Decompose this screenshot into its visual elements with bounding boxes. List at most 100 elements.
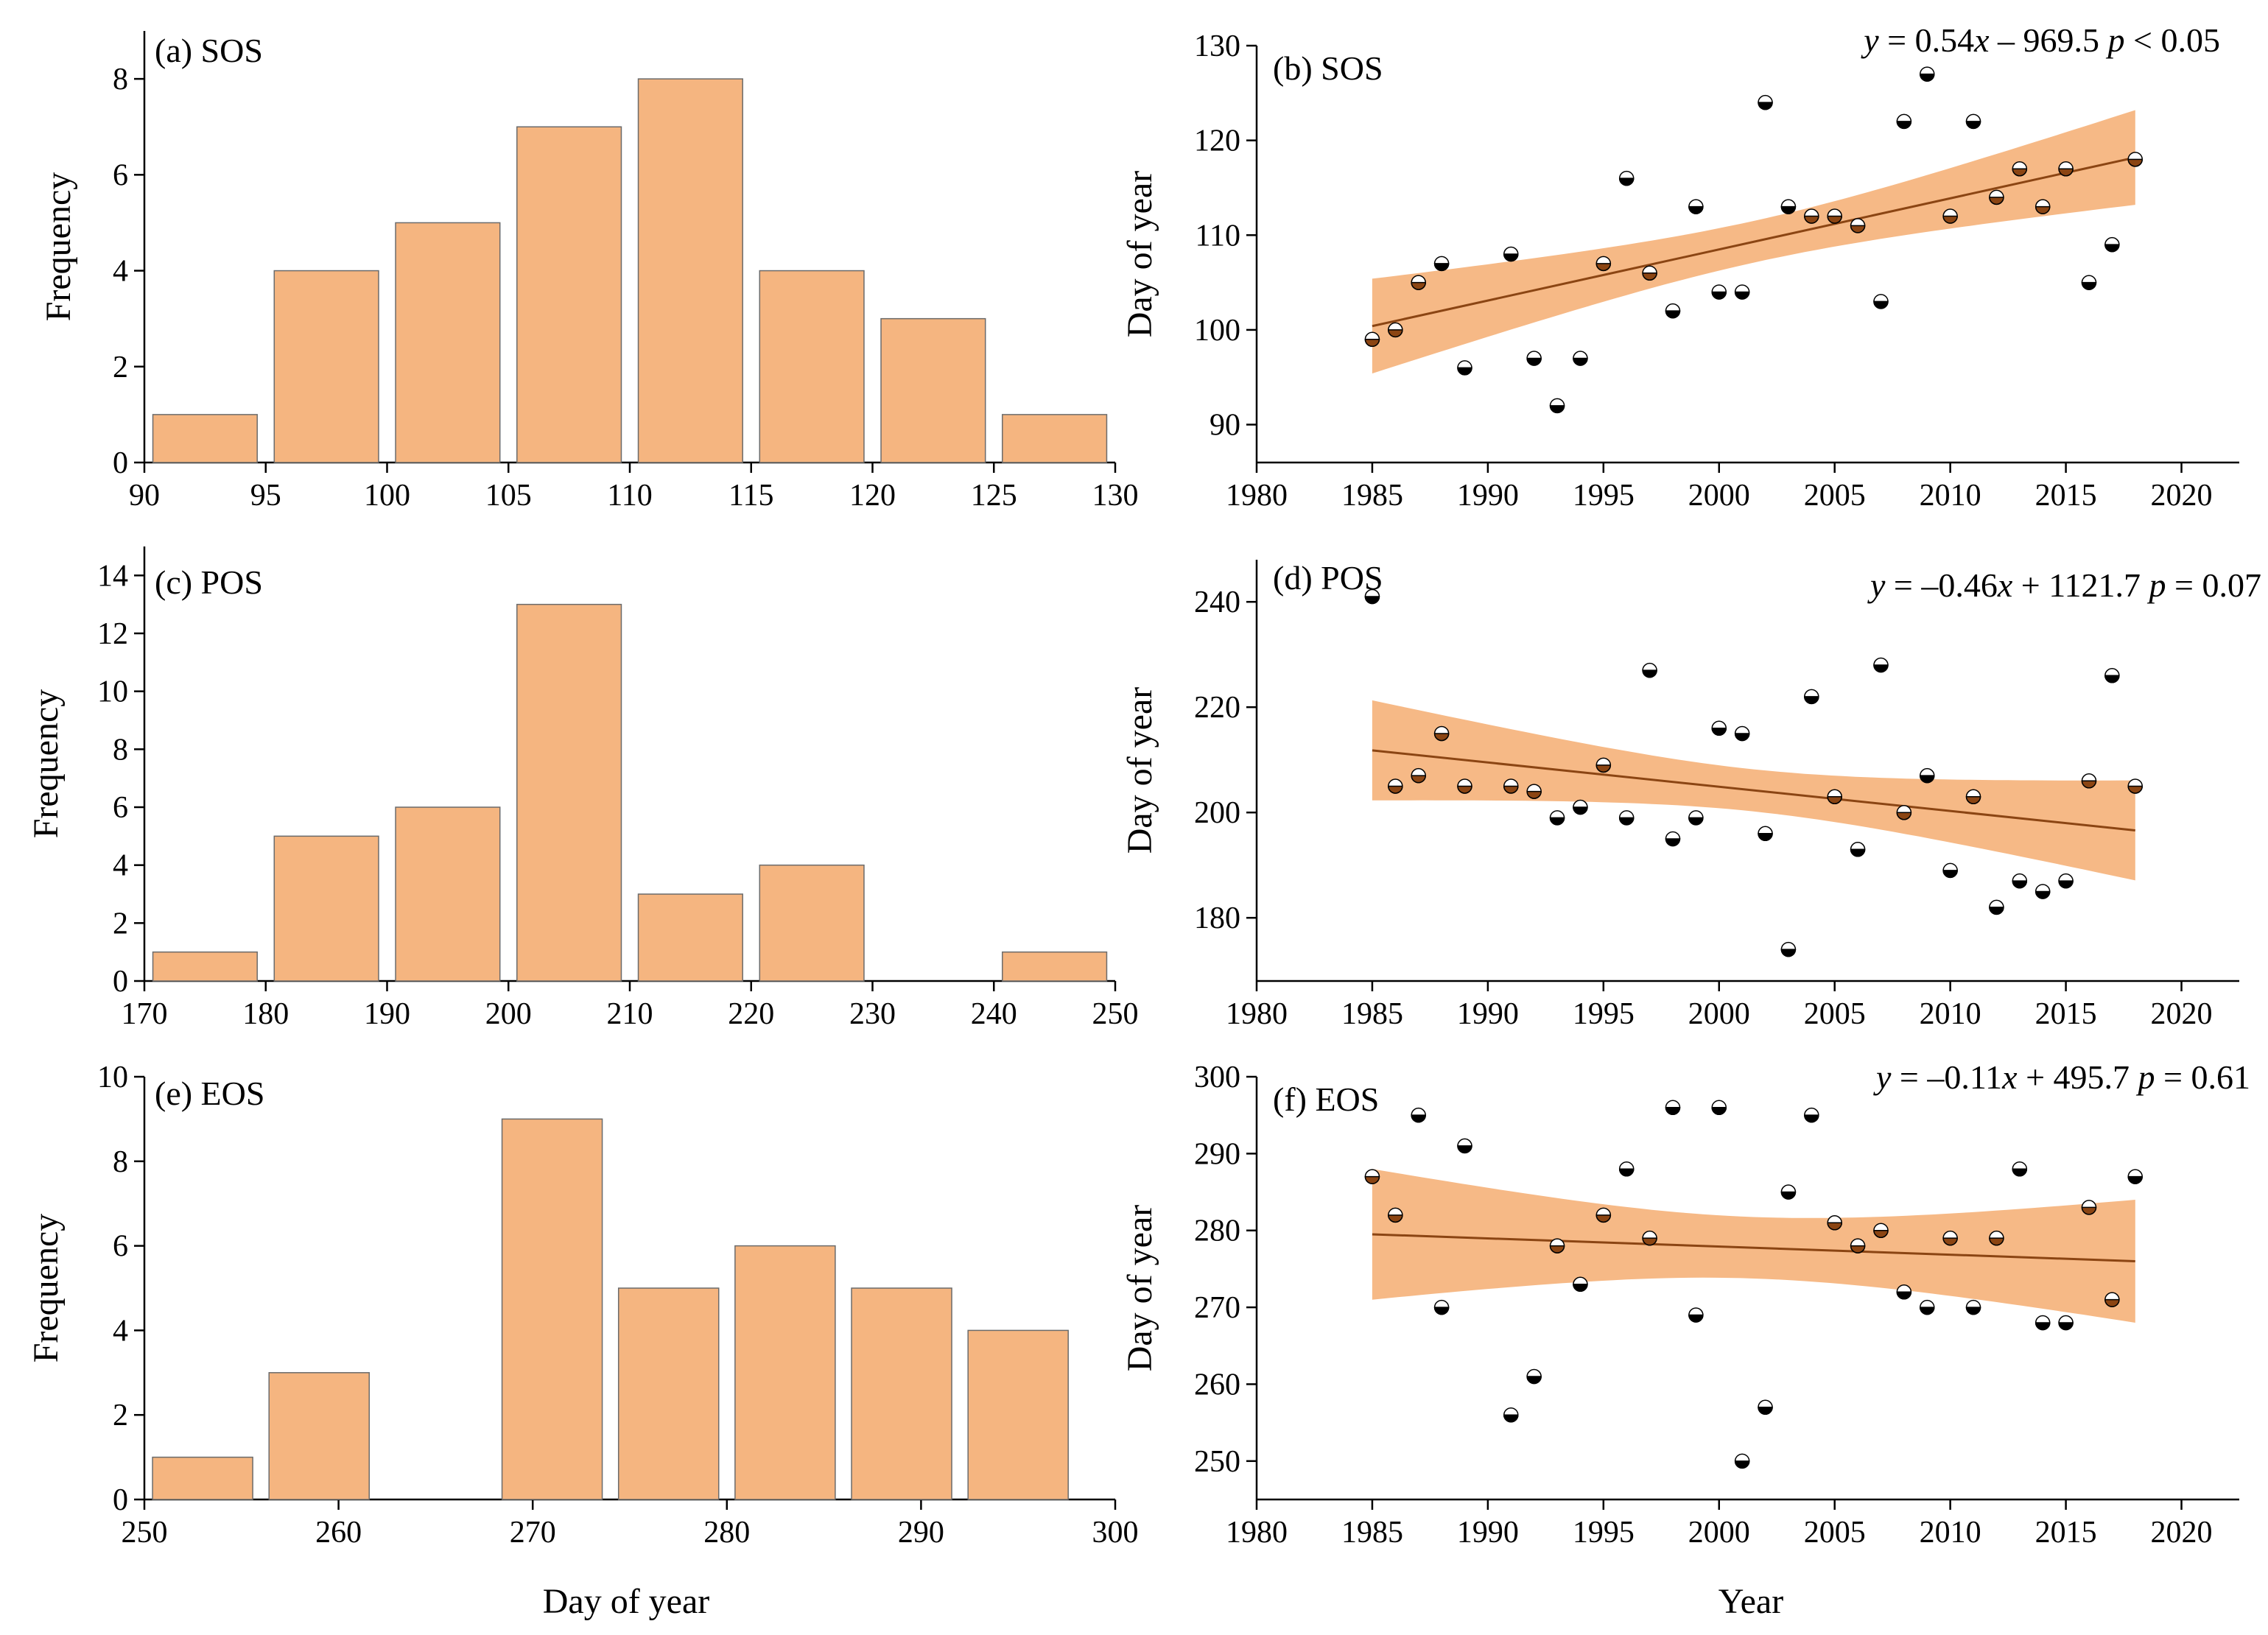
- x-tick-label: 100: [364, 479, 410, 513]
- y-tick-label: 6: [113, 1230, 128, 1264]
- confidence-band: [1372, 1169, 2135, 1323]
- data-point-bottom: [2058, 168, 2074, 177]
- data-point: [2127, 778, 2144, 794]
- data-point: [1364, 1169, 1380, 1184]
- equation-part: + 495.7: [2018, 1058, 2138, 1096]
- x-tick-label: 2020: [2151, 479, 2213, 513]
- data-point-bottom: [1388, 785, 1403, 794]
- data-point: [1873, 294, 1889, 309]
- data-point-bottom: [1503, 1414, 1519, 1423]
- y-tick-label: 10: [97, 1061, 128, 1094]
- data-point: [2058, 161, 2074, 177]
- data-point: [1573, 1276, 1588, 1293]
- data-point-bottom: [1618, 1168, 1635, 1177]
- scatter-sos-panel: 1980 1985 1990 1995 2000 2005 2010 2015 2020 90 10…: [1120, 21, 2239, 513]
- x-tick-label: 2000: [1688, 1516, 1750, 1550]
- data-point-bottom: [1804, 215, 1819, 224]
- data-point-bottom: [2104, 244, 2120, 253]
- data-point: [1688, 1307, 1704, 1323]
- y-tick-label: 12: [97, 617, 128, 651]
- data-point-bottom: [1804, 696, 1819, 705]
- equation-part: = –0.11: [1891, 1058, 2002, 1096]
- trend-line: [1372, 749, 2135, 832]
- trend-line: [1372, 1233, 2135, 1262]
- y-tick-label: 4: [113, 1314, 128, 1348]
- data-point: [2034, 1315, 2051, 1331]
- data-point-bottom: [2127, 785, 2144, 794]
- x-tick-label: 2015: [2035, 1516, 2097, 1550]
- equation-part: y: [1873, 1058, 1892, 1096]
- data-point-bottom: [2034, 890, 2051, 899]
- data-point-bottom: [1896, 121, 1912, 130]
- x-tick-label: 115: [729, 479, 773, 513]
- data-point-bottom: [1780, 1191, 1797, 1200]
- data-point: [2104, 1292, 2120, 1307]
- data-point: [1850, 1238, 1866, 1254]
- x-tick-label: 125: [971, 479, 1017, 513]
- data-point-bottom: [1920, 1307, 1935, 1315]
- data-point: [1804, 689, 1819, 705]
- data-point: [1942, 208, 1958, 224]
- y-tick-label: 10: [97, 675, 128, 709]
- data-point: [1642, 265, 1657, 281]
- data-point-bottom: [2012, 880, 2028, 889]
- data-point-bottom: [2034, 1322, 2051, 1331]
- x-tick-label: 1990: [1457, 997, 1519, 1031]
- data-point-bottom: [1827, 1222, 1842, 1231]
- data-point-bottom: [1433, 733, 1450, 742]
- y-tick-label: 130: [1194, 29, 1240, 63]
- y-tick-label: 6: [113, 158, 128, 192]
- data-point-bottom: [1433, 263, 1450, 272]
- histogram-bar: [759, 270, 865, 463]
- data-point: [2034, 884, 2051, 899]
- data-point-bottom: [1665, 1107, 1681, 1115]
- x-tick-label: 260: [315, 1516, 362, 1550]
- data-point-bottom: [1896, 812, 1912, 820]
- data-point: [1989, 1230, 2004, 1246]
- data-point-bottom: [2012, 1168, 2028, 1177]
- data-point: [1457, 1138, 1472, 1154]
- data-point: [1526, 1368, 1542, 1385]
- x-tick-label: 2015: [2035, 997, 2097, 1031]
- data-point: [1965, 1299, 1981, 1315]
- data-point-bottom: [1850, 848, 1866, 857]
- data-point-bottom: [1457, 785, 1472, 794]
- data-point-bottom: [1780, 949, 1797, 957]
- y-tick-label: 300: [1194, 1061, 1240, 1094]
- data-point: [1780, 199, 1797, 214]
- data-point: [1618, 1161, 1635, 1177]
- y-tick-label: 4: [113, 255, 128, 289]
- data-point: [2081, 1200, 2097, 1215]
- panel-title: (d) POS: [1273, 559, 1383, 597]
- x-tick-label: 2005: [1804, 1516, 1866, 1550]
- panel-title: (f) EOS: [1273, 1080, 1379, 1118]
- data-point-bottom: [1457, 367, 1472, 376]
- data-point: [1780, 1184, 1797, 1200]
- data-point: [1388, 1207, 1403, 1223]
- data-point-bottom: [1873, 300, 1889, 309]
- data-point: [1758, 94, 1773, 110]
- panel-title: (b) SOS: [1273, 49, 1383, 87]
- data-point: [1920, 767, 1935, 784]
- data-point: [2058, 1315, 2074, 1331]
- y-tick-label: 120: [1194, 124, 1240, 158]
- data-point: [1827, 1215, 1842, 1231]
- data-point: [1411, 275, 1426, 290]
- x-tick-label: 250: [1092, 997, 1139, 1031]
- equation-part: x: [1973, 21, 1990, 59]
- x-tick-label: 230: [849, 997, 896, 1031]
- data-point: [1388, 778, 1403, 794]
- equation-part: y: [1861, 21, 1879, 59]
- data-point: [1595, 757, 1612, 773]
- x-tick-label: 170: [122, 997, 168, 1031]
- histogram-bar: [273, 835, 379, 982]
- equation-part: p: [2136, 1058, 2155, 1096]
- data-point-bottom: [1457, 1145, 1472, 1154]
- data-point: [1896, 113, 1912, 130]
- data-point: [1457, 778, 1472, 794]
- data-point-bottom: [1688, 1314, 1704, 1323]
- y-tick-label: 110: [1196, 219, 1240, 253]
- x-tick-label: 270: [510, 1516, 556, 1550]
- data-point: [2034, 199, 2051, 214]
